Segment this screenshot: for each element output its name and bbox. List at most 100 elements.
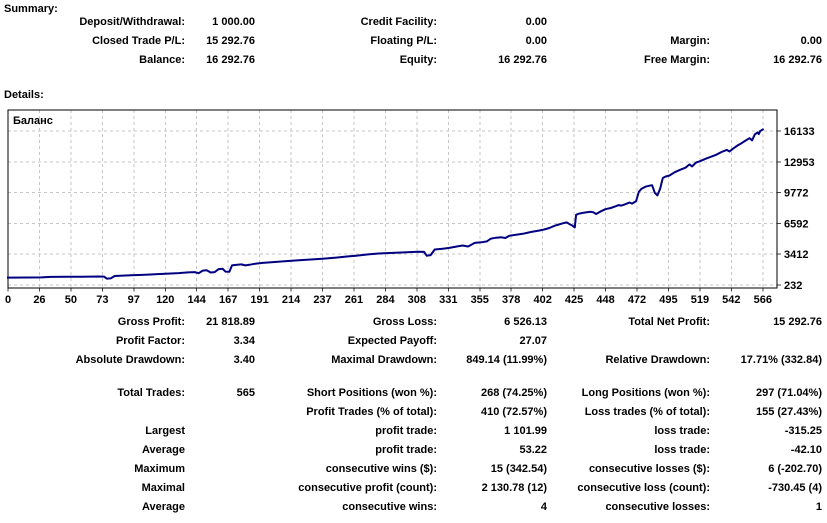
- x-tick-label: 50: [65, 294, 77, 306]
- summary-row: Closed Trade P/L: 15 292.76 Floating P/L: 0…: [0, 35, 822, 54]
- summary-row: Balance: 16 292.76 Equity: 16 292.76 Free Ma…: [0, 54, 822, 73]
- x-tick-label: 355: [471, 294, 489, 306]
- stat-label: Absolute Drawdown:: [75, 354, 185, 366]
- stat-label: Long Positions (won %):: [581, 387, 710, 399]
- x-tick-label: 97: [128, 294, 140, 306]
- x-tick-label: 26: [33, 294, 45, 306]
- plot-background: [8, 110, 777, 288]
- stat-label: Loss trades (% of total):: [584, 406, 710, 418]
- stat-label: Gross Loss:: [372, 316, 437, 328]
- stat-label: Profit Trades (% of total):: [306, 406, 437, 418]
- x-tick-label: 167: [219, 294, 237, 306]
- x-tick-label: 0: [5, 294, 11, 306]
- stat-label: Short Positions (won %):: [306, 387, 437, 399]
- summary-table: Deposit/Withdrawal: 1 000.00 Credit Facili…: [0, 16, 822, 73]
- summary-value: 15 292.76: [206, 35, 255, 47]
- chart-series-label: Баланс: [13, 115, 53, 127]
- balance-chart: 0 26 50 73 97 120 144 167 191 214 237 261 284 308 331 3…: [5, 109, 815, 306]
- stat-label: profit trade:: [375, 444, 437, 456]
- summary-value: 0.00: [525, 35, 547, 47]
- stat-label: Average: [141, 444, 185, 456]
- x-tick-label: 261: [345, 294, 363, 306]
- y-tick-label: 12953: [784, 157, 815, 169]
- stats-table-top: Gross Profit: 21 818.89 Gross Loss: 6 526.1…: [0, 316, 822, 373]
- summary-value: 0.00: [525, 16, 547, 28]
- stat-value: 15 292.76: [773, 316, 822, 328]
- stat-value: 17.71% (332.84): [740, 354, 822, 366]
- stat-value: -315.25: [784, 425, 822, 437]
- stat-value: 565: [236, 387, 255, 399]
- summary-label: Closed Trade P/L:: [92, 35, 185, 47]
- x-tick-label: 284: [376, 294, 395, 306]
- stat-label: Largest: [145, 425, 185, 437]
- stat-label: Total Trades:: [117, 387, 185, 399]
- x-tick-label: 448: [596, 294, 614, 306]
- stat-value: 297 (71.04%): [755, 387, 822, 399]
- stats-row: Average consecutive wins: 4 consecutive los…: [0, 501, 822, 520]
- y-tick-label: 6592: [784, 218, 808, 230]
- stat-label: consecutive loss (count):: [577, 482, 710, 494]
- x-tick-label: 237: [313, 294, 331, 306]
- plot-border: [7, 109, 778, 289]
- summary-label: Deposit/Withdrawal:: [79, 16, 185, 28]
- stat-label: Gross Profit:: [117, 316, 185, 328]
- stat-label: consecutive losses:: [605, 501, 710, 513]
- summary-value: 16 292.76: [498, 54, 547, 66]
- summary-heading: Summary:: [4, 3, 58, 15]
- summary-label: Credit Facility:: [360, 16, 437, 28]
- stat-label: loss trade:: [654, 425, 710, 437]
- stat-value: 849.14 (11.99%): [466, 354, 547, 366]
- stat-value: 3.40: [233, 354, 255, 366]
- stat-label: Total Net Profit:: [628, 316, 710, 328]
- stat-label: Relative Drawdown:: [605, 354, 710, 366]
- summary-row: Deposit/Withdrawal: 1 000.00 Credit Facili…: [0, 16, 822, 35]
- stats-row: Maximal consecutive profit (count): 2 130.…: [0, 482, 822, 501]
- stats-row: Profit Trades (% of total): 410 (72.57%) L…: [0, 406, 822, 425]
- y-tick-label: 3412: [784, 249, 808, 261]
- details-heading: Details:: [4, 89, 44, 101]
- stat-value: 15 (342.54): [490, 463, 547, 475]
- stat-value: 21 818.89: [206, 316, 255, 328]
- y-tick-label: 16133: [784, 126, 815, 138]
- summary-value: 1 000.00: [212, 16, 255, 28]
- x-tick-label: 73: [96, 294, 108, 306]
- x-tick-label: 402: [533, 294, 551, 306]
- stat-label: Maximal Drawdown:: [331, 354, 437, 366]
- x-tick-label: 331: [439, 294, 457, 306]
- x-tick-label: 566: [754, 294, 772, 306]
- stat-value: 53.22: [519, 444, 547, 456]
- stats-row: Largest profit trade: 1 101.99 loss trade: -…: [0, 425, 822, 444]
- stat-label: profit trade:: [375, 425, 437, 437]
- summary-label: Equity:: [399, 54, 437, 66]
- stat-label: Average: [141, 501, 185, 513]
- stats-row: Total Trades: 565 Short Positions (won %):…: [0, 387, 822, 406]
- summary-value: 0.00: [800, 35, 822, 47]
- stat-value: 1 101.99: [504, 425, 547, 437]
- stat-value: 6 (-202.70): [768, 463, 822, 475]
- x-tick-label: 425: [565, 294, 583, 306]
- stats-row: Average profit trade: 53.22 loss trade: -42.…: [0, 444, 822, 463]
- x-tick-label: 191: [250, 294, 268, 306]
- x-tick-label: 378: [502, 294, 520, 306]
- balance-line: [6, 128, 765, 280]
- stat-value: 155 (27.43%): [755, 406, 822, 418]
- summary-label: Margin:: [670, 35, 710, 47]
- stat-value: 3.34: [233, 335, 255, 347]
- summary-label: Floating P/L:: [370, 35, 437, 47]
- stat-value: 268 (74.25%): [480, 387, 547, 399]
- y-tick-label: 9772: [784, 188, 808, 200]
- stat-label: Maximal: [141, 482, 185, 494]
- summary-value: 16 292.76: [773, 54, 822, 66]
- stats-row: Gross Profit: 21 818.89 Gross Loss: 6 526.1…: [0, 316, 822, 335]
- x-tick-label: 120: [156, 294, 174, 306]
- x-tick-label: 308: [408, 294, 426, 306]
- x-tick-label: 542: [722, 294, 740, 306]
- x-tick-label: 472: [628, 294, 646, 306]
- stat-value: -730.45 (4): [768, 482, 822, 494]
- x-tick-label: 214: [282, 294, 301, 306]
- stat-value: 27.07: [519, 335, 547, 347]
- stat-label: consecutive losses ($):: [588, 463, 710, 475]
- stats-table-bottom: Total Trades: 565 Short Positions (won %):…: [0, 387, 822, 520]
- stat-label: consecutive wins:: [342, 501, 437, 513]
- x-tick-label: 495: [659, 294, 677, 306]
